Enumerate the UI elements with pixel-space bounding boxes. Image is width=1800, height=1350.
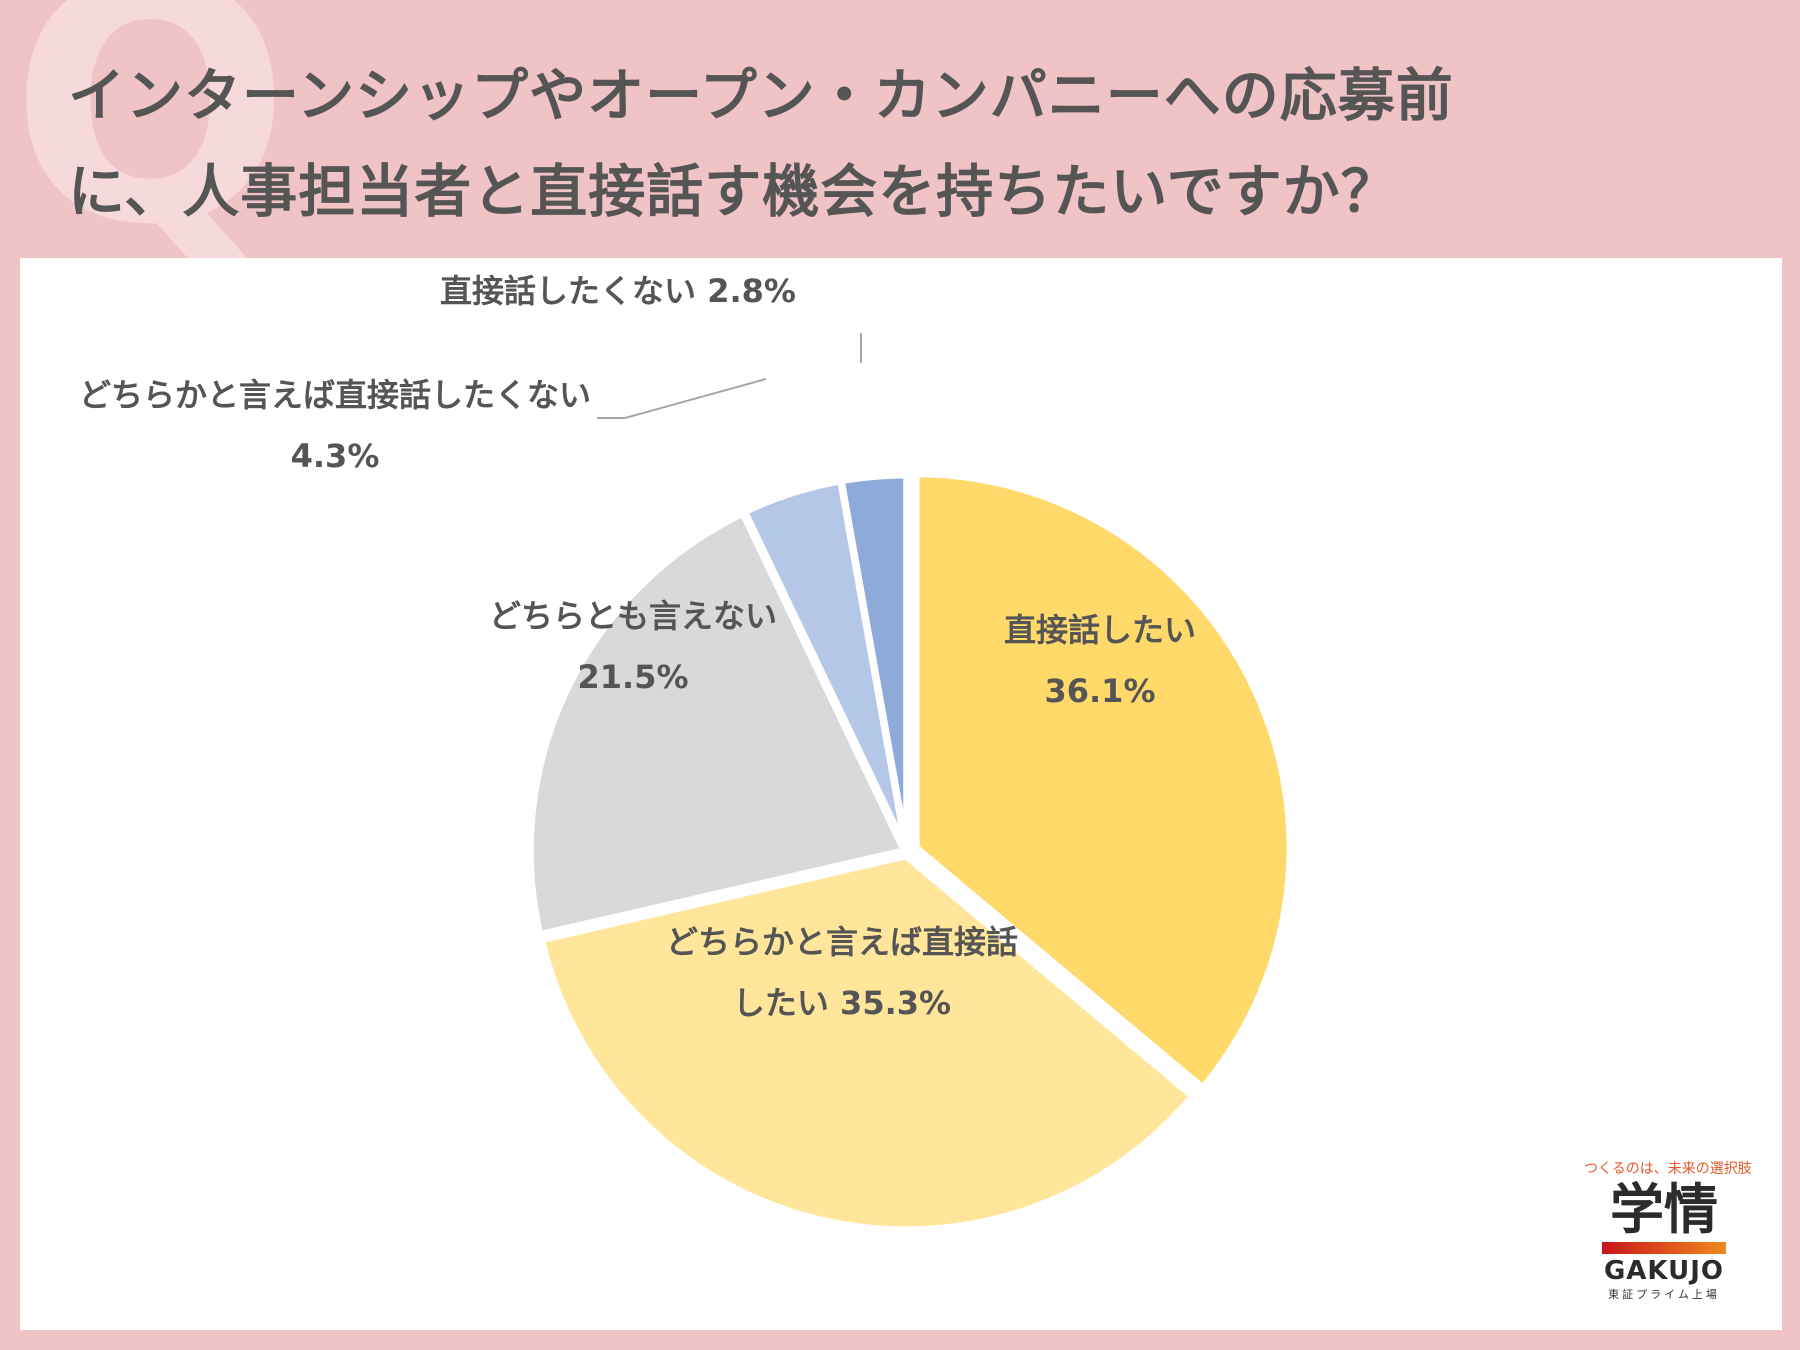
slice-label-direct-want: 直接話したい 36.1% [1004, 611, 1196, 710]
slice-label-neutral: どちらとも言えない 21.5% [489, 597, 777, 696]
logo-bar [1602, 1242, 1726, 1254]
pie-slice-direct-want [912, 470, 1294, 1092]
decorative-q-letter: Q [10, 0, 291, 297]
slice-label-somewhat-not-want: どちらかと言えば直接話したくない 4.3% [79, 376, 591, 475]
pie-chart: 直接話したい 36.1% どちらかと言えば直接話したい 35.3% どちらとも言えない… [79, 272, 1294, 1234]
pie-slice-somewhat-want [538, 852, 1197, 1234]
slice-label-not-want: 直接話したくない 2.8% [440, 272, 796, 310]
chart-panel: 直接話したい 36.1% どちらかと言えば直接話したい 35.3% どちらとも言えない… [20, 258, 1782, 1330]
slice-label-line: どちらかと言えば直接話したくない [79, 376, 591, 414]
logo-tagline: つくるのは、未来の選択肢 [1584, 1161, 1752, 1177]
gakujo-logo: つくるのは、未来の選択肢 学情 GAKUJO 東証プライム上場 [1584, 1158, 1752, 1302]
slice-label-line: 21.5% [577, 658, 688, 696]
slice-label-line: したい 35.3% [733, 984, 951, 1022]
title-line-1: インターンシップやオープン・カンパニーへの応募前 [68, 63, 1454, 129]
slice-label-line: 直接話したい [1004, 611, 1196, 649]
leader-line-somewhat-not-want [597, 378, 767, 419]
slice-label-line: 4.3% [291, 437, 380, 475]
pie-slice-not-want [837, 471, 911, 853]
slice-label-line: どちらかと言えば直接話 [666, 923, 1018, 961]
slice-label-somewhat-want: どちらかと言えば直接話したい 35.3% [666, 923, 1018, 1022]
logo-name: GAKUJO [1603, 1256, 1725, 1286]
logo-sub: 東証プライム上場 [1608, 1288, 1720, 1301]
slice-label-line: 36.1% [1044, 672, 1155, 710]
pie-slice-neutral [526, 509, 908, 939]
slice-label-line: 直接話したくない 2.8% [440, 272, 796, 310]
logo-kanji: 学情 [1610, 1178, 1718, 1241]
slice-label-line: どちらとも言えない [489, 597, 777, 635]
title-line-2: に、人事担当者と直接話す機会を持ちたいですか？ [68, 159, 1399, 225]
page-title: インターンシップやオープン・カンパニーへの応募前 に、人事担当者と直接話す機会を… [68, 48, 1768, 240]
